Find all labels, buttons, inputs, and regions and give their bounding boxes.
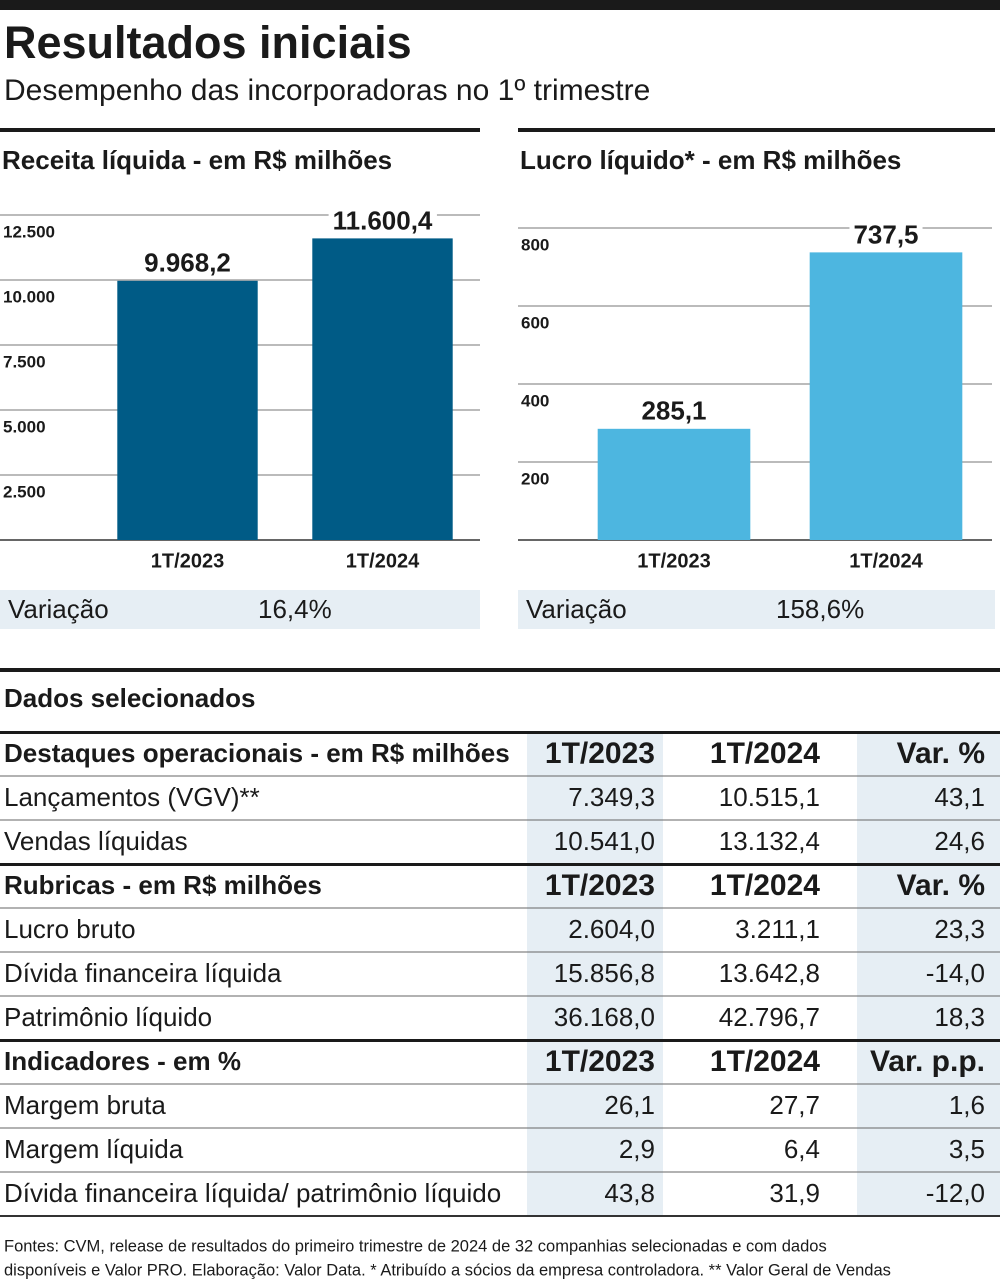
column-header: 1T/2023 (545, 869, 655, 902)
table-cell: 7.349,3 (568, 782, 655, 812)
row-label: Dívida financeira líquida (4, 958, 282, 988)
variation-box (518, 590, 995, 629)
y-tick-label: 5.000 (3, 417, 46, 436)
section-top-rule (0, 731, 1000, 734)
value-label-bg (637, 395, 711, 426)
table-cell: 43,8 (604, 1178, 655, 1208)
value-label: 9.968,2 (144, 248, 231, 278)
column-header: 1T/2024 (710, 869, 820, 902)
variation-value: 158,6% (776, 594, 864, 624)
subtitle: Desempenho das incorporadoras no 1º trim… (4, 74, 650, 107)
row-label: Lançamentos (VGV)** (4, 782, 260, 812)
title: Resultados iniciais (4, 17, 412, 68)
column-header: Var. % (897, 737, 985, 770)
row-label: Vendas líquidas (4, 826, 188, 856)
table-cell: 10.515,1 (719, 782, 820, 812)
section-top-rule (0, 1039, 1000, 1042)
column-header: 1T/2023 (545, 737, 655, 770)
table-cell: 15.856,8 (554, 958, 655, 988)
value-label: 285,1 (641, 396, 706, 426)
section-header: Rubricas - em R$ milhões (4, 870, 322, 900)
y-tick-label: 200 (521, 469, 549, 488)
x-tick-label: 1T/2023 (637, 550, 710, 572)
chart-title: Lucro líquido* - em R$ milhões (520, 145, 901, 175)
column-header: 1T/2024 (710, 737, 820, 770)
value-label: 737,5 (853, 219, 918, 249)
table-cell: 26,1 (604, 1090, 655, 1120)
column-header: Var. % (897, 869, 985, 902)
bar (312, 238, 453, 541)
table-cell: 2,9 (619, 1134, 655, 1164)
x-tick-label: 1T/2024 (849, 550, 923, 572)
y-tick-label: 7.500 (3, 352, 46, 371)
row-label: Margem bruta (4, 1090, 166, 1120)
shaded-column (527, 732, 663, 864)
variation-label: Variação (8, 594, 109, 624)
bar (597, 428, 751, 540)
table-cell: -12,0 (926, 1178, 985, 1208)
row-label: Lucro bruto (4, 914, 136, 944)
value-label-bg (140, 247, 235, 278)
row-label: Margem líquida (4, 1134, 184, 1164)
section-rule (518, 128, 995, 132)
variation-label: Variação (526, 594, 627, 624)
variation-box (0, 590, 480, 629)
table-cell: 23,3 (934, 914, 985, 944)
table-cell: 3,5 (949, 1134, 985, 1164)
section-rule (0, 668, 1000, 672)
bar (117, 280, 258, 540)
table-cell: -14,0 (926, 958, 985, 988)
top-bar (0, 0, 1000, 10)
shaded-column (857, 732, 1000, 864)
table-cell: 13.642,8 (719, 958, 820, 988)
section-rule (0, 128, 480, 132)
x-tick-label: 1T/2023 (151, 550, 224, 572)
table-title: Dados selecionados (4, 683, 255, 713)
value-label: 11.600,4 (333, 205, 433, 235)
table-cell: 43,1 (934, 782, 985, 812)
x-tick-label: 1T/2024 (346, 550, 420, 572)
table-cell: 6,4 (784, 1134, 820, 1164)
value-label-bg (849, 219, 923, 250)
y-tick-label: 10.000 (3, 287, 55, 306)
variation-value: 16,4% (258, 594, 332, 624)
table-cell: 3.211,1 (735, 914, 820, 944)
table-cell: 24,6 (934, 826, 985, 856)
column-header: 1T/2023 (545, 1045, 655, 1078)
table-cell: 27,7 (769, 1090, 820, 1120)
section-header: Indicadores - em % (4, 1046, 241, 1076)
row-label: Patrimônio líquido (4, 1002, 212, 1032)
y-tick-label: 600 (521, 313, 549, 332)
column-header: 1T/2024 (710, 1045, 820, 1078)
y-tick-label: 12.500 (3, 222, 55, 241)
y-tick-label: 400 (521, 391, 549, 410)
table-cell: 18,3 (934, 1002, 985, 1032)
table-cell: 10.541,0 (554, 826, 655, 856)
y-tick-label: 2.500 (3, 482, 46, 501)
row-label: Dívida financeira líquida/ patrimônio lí… (4, 1178, 501, 1208)
chart-title: Receita líquida - em R$ milhões (2, 145, 392, 175)
table-cell: 2.604,0 (568, 914, 655, 944)
table-cell: 1,6 (949, 1090, 985, 1120)
table-cell: 31,9 (769, 1178, 820, 1208)
footer-line: Fontes: CVM, release de resultados do pr… (4, 1237, 827, 1255)
section-top-rule (0, 863, 1000, 866)
y-tick-label: 800 (521, 235, 549, 254)
bar (809, 252, 963, 540)
column-header: Var. p.p. (870, 1045, 985, 1078)
table-cell: 36.168,0 (554, 1002, 655, 1032)
table-cell: 42.796,7 (719, 1002, 820, 1032)
footer-line: disponíveis e Valor PRO. Elaboração: Val… (4, 1261, 891, 1279)
value-label-bg (328, 205, 437, 236)
table-cell: 13.132,4 (719, 826, 820, 856)
table-bottom-rule (0, 1215, 1000, 1217)
section-header: Destaques operacionais - em R$ milhões (4, 738, 510, 768)
